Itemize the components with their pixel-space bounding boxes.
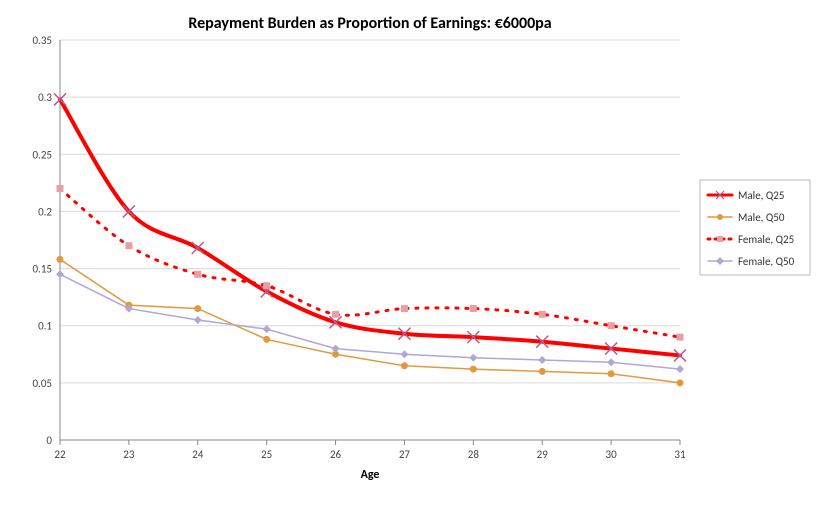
x-tick-label: 31 xyxy=(674,448,686,461)
y-tick-label: 0.2 xyxy=(38,205,52,218)
series-marker xyxy=(263,325,271,333)
series-marker xyxy=(400,350,408,358)
series-marker xyxy=(539,311,546,318)
x-tick-label: 28 xyxy=(468,448,480,461)
series-marker xyxy=(677,334,684,341)
legend-marker xyxy=(717,214,723,220)
series-marker xyxy=(538,356,546,364)
chart-svg: 0 0.05 0.1 0.15 0.2 0.25 0.3 0.35 22 23 24 25 26 27 28… xyxy=(0,0,830,507)
series-marker xyxy=(194,316,202,324)
series-marker xyxy=(57,256,64,263)
x-tick-label: 30 xyxy=(606,448,618,461)
y-tick-label: 0.1 xyxy=(38,320,52,333)
y-tick-label: 0.35 xyxy=(32,34,52,47)
series-line xyxy=(60,99,680,355)
series-marker xyxy=(539,368,546,375)
x-tick-label: 26 xyxy=(330,448,342,461)
x-tick-label: 25 xyxy=(261,448,272,461)
y-tick-label: 0.15 xyxy=(32,263,52,276)
x-tick-label: 22 xyxy=(54,448,66,461)
legend-label: Male, Q25 xyxy=(738,189,784,202)
series-marker xyxy=(608,322,615,329)
x-tick-label: 27 xyxy=(399,448,411,461)
x-tick-label: 29 xyxy=(537,448,549,461)
series-marker xyxy=(470,305,477,312)
chart-title: Repayment Burden as Proportion of Earnin… xyxy=(188,14,551,33)
y-tick-label: 0 xyxy=(46,434,52,447)
x-axis-label: Age xyxy=(361,468,380,482)
series-marker xyxy=(608,370,615,377)
series-marker xyxy=(56,270,64,278)
series-marker xyxy=(401,362,408,369)
series-marker xyxy=(469,354,477,362)
series-marker xyxy=(676,365,684,373)
legend-label: Female, Q25 xyxy=(738,233,794,246)
series-marker xyxy=(194,271,201,278)
series-marker xyxy=(332,311,339,318)
chart-container: 0 0.05 0.1 0.15 0.2 0.25 0.3 0.35 22 23 24 25 26 27 28… xyxy=(0,0,830,507)
y-tick-label: 0.3 xyxy=(38,91,52,104)
series-line xyxy=(60,189,680,338)
series-marker xyxy=(470,366,477,373)
series-marker xyxy=(677,379,684,386)
y-tick-label: 0.05 xyxy=(32,377,52,390)
series-marker xyxy=(57,185,64,192)
x-tick-label: 24 xyxy=(192,448,204,461)
series-marker xyxy=(263,282,270,289)
series-marker xyxy=(607,358,615,366)
series-marker xyxy=(125,242,132,249)
y-tick-label: 0.25 xyxy=(32,148,52,161)
legend-label: Female, Q50 xyxy=(738,255,795,268)
series-marker xyxy=(332,345,340,353)
legend-marker xyxy=(717,236,723,242)
legend-label: Male, Q50 xyxy=(738,211,785,224)
x-tick-label: 23 xyxy=(123,448,135,461)
series-marker xyxy=(401,305,408,312)
series-marker xyxy=(263,336,270,343)
series-marker xyxy=(194,305,201,312)
